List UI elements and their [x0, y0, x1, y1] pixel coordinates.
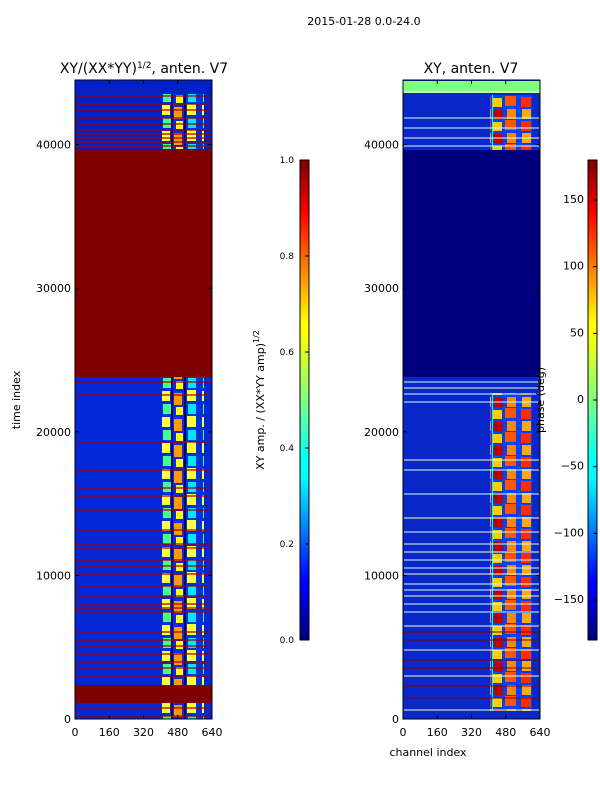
right-xlabel: channel index [389, 746, 467, 759]
x-tick-label: 640 [202, 726, 223, 739]
figure-title: 2015-01-28 0.0-24.0 [307, 15, 420, 28]
left-colorbar-label-main: XY amp. / (XX*YY amp) [254, 343, 267, 470]
left-heatmap-lower-block [75, 685, 212, 703]
colorbar-tick-label: 0.4 [280, 444, 295, 454]
y-tick-label: 0 [64, 713, 71, 726]
left-colorbar-label: XY amp. / (XX*YY amp)1/2 [252, 330, 267, 470]
colorbar-tick-label: −150 [554, 593, 584, 606]
left-colorbar: 0.0 0.2 0.4 0.6 0.8 1.0 XY amp. / (XX*YY amp)… [252, 156, 310, 646]
colorbar-tick-label: 100 [563, 260, 584, 273]
right-colorbar-label: phase (deg) [534, 367, 547, 433]
colorbar-tick-label: 0.6 [280, 348, 295, 358]
right-y-axis: 0 10000 20000 30000 40000 [364, 139, 540, 726]
left-title-sup: 1/2 [137, 61, 151, 71]
x-tick-label: 480 [495, 726, 516, 739]
y-tick-label: 40000 [364, 139, 399, 152]
right-colorbar: phase (deg) −150 −100 −50 0 50 100 150 [534, 159, 598, 641]
left-panel: XY/(XX*YY)1/2, anten. V7 0 10000 20000 3000… [10, 61, 228, 739]
y-tick-label: 10000 [36, 569, 71, 582]
right-panel-title: XY, anten. V7 [424, 61, 519, 77]
y-tick-label: 0 [392, 713, 399, 726]
x-tick-label: 0 [72, 726, 79, 739]
y-tick-label: 30000 [36, 282, 71, 295]
left-colorbar-label-sup: 1/2 [252, 330, 261, 343]
colorbar-tick-label: 50 [570, 326, 584, 339]
colorbar-tick-label: 0.0 [280, 636, 295, 646]
left-y-axis: 0 10000 20000 30000 40000 [36, 139, 212, 726]
left-title-suffix: , anten. V7 [151, 61, 228, 77]
right-colorbar-ticks: −150 −100 −50 0 50 100 150 [554, 193, 597, 606]
left-heatmap-saturated-block [75, 149, 212, 377]
right-heatmap [402, 79, 541, 720]
left-panel-title: XY/(XX*YY)1/2, anten. V7 [60, 61, 228, 77]
left-colorbar-gradient [299, 159, 310, 641]
x-tick-label: 160 [99, 726, 120, 739]
colorbar-tick-label: 0.2 [280, 540, 294, 550]
left-ylabel: time index [10, 370, 23, 429]
left-heatmap-flag-lines [76, 95, 211, 717]
right-heatmap-flag-lines [404, 91, 539, 711]
colorbar-tick-label: 0.8 [280, 252, 295, 262]
colorbar-tick-label: 1.0 [280, 156, 295, 166]
x-tick-label: 0 [400, 726, 407, 739]
right-panel: XY, anten. V7 0 10000 20000 30000 40000 0 160… [364, 61, 551, 759]
left-heatmap-active-band [162, 377, 204, 685]
colorbar-tick-label: 0 [577, 393, 584, 406]
right-heatmap-active-top [490, 95, 532, 150]
y-tick-label: 40000 [36, 139, 71, 152]
left-heatmap [74, 79, 213, 720]
x-tick-label: 160 [427, 726, 448, 739]
left-colorbar-ticks: 0.0 0.2 0.4 0.6 0.8 1.0 [280, 156, 309, 646]
right-x-axis: 0 160 320 480 640 [400, 80, 551, 739]
left-title-main: XY/(XX*YY) [60, 61, 137, 77]
left-x-axis: 0 160 320 480 640 [72, 80, 223, 739]
x-tick-label: 320 [133, 726, 154, 739]
y-tick-label: 20000 [36, 426, 71, 439]
right-heatmap-dark-block [403, 150, 540, 377]
colorbar-tick-label: −50 [561, 460, 584, 473]
x-tick-label: 480 [167, 726, 188, 739]
x-tick-label: 320 [461, 726, 482, 739]
y-tick-label: 30000 [364, 282, 399, 295]
left-heatmap-active-top [162, 94, 204, 149]
colorbar-tick-label: −100 [554, 526, 584, 539]
left-heatmap-active-bottom [162, 703, 204, 719]
x-tick-label: 640 [530, 726, 551, 739]
colorbar-tick-label: 150 [563, 193, 584, 206]
y-tick-label: 20000 [364, 426, 399, 439]
y-tick-label: 10000 [364, 569, 399, 582]
